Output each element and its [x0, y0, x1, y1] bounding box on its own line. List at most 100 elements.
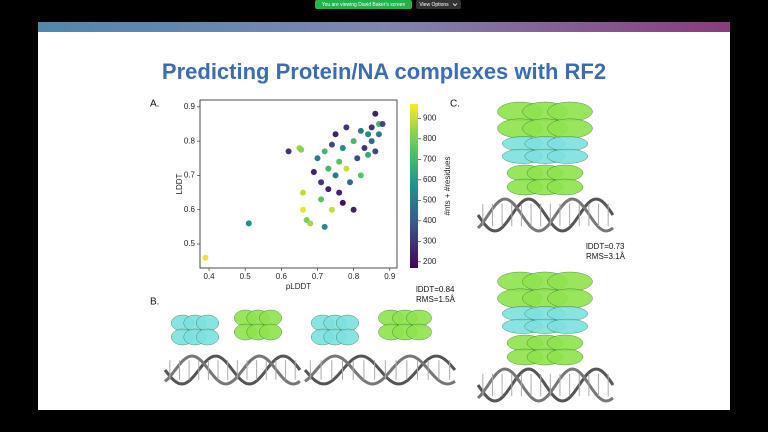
point	[325, 165, 332, 172]
colorbar-tick-label: 300	[423, 236, 437, 245]
dna-strand	[476, 367, 614, 403]
point	[361, 145, 368, 151]
x-tick-label: 0.4	[203, 272, 215, 281]
share-status	[315, 0, 412, 9]
point	[365, 151, 372, 158]
point	[375, 131, 382, 138]
protein-ribbon	[196, 328, 219, 346]
point	[300, 189, 307, 196]
point	[307, 220, 314, 227]
point	[372, 110, 379, 117]
protein-ribbon	[547, 318, 588, 334]
slide	[38, 22, 730, 410]
protein-ribbon	[547, 101, 593, 122]
x-tick-label: 0.9	[384, 272, 396, 281]
point	[372, 148, 379, 155]
lddt-note: lDDT=0.73	[586, 242, 625, 251]
dna-strand	[303, 354, 457, 386]
dna-strand	[164, 354, 301, 386]
point	[339, 145, 346, 151]
protein-ribbon	[336, 314, 359, 332]
colorbar-tick-label: 400	[423, 216, 437, 225]
colorbar-tick-label: 200	[423, 257, 437, 266]
protein-ribbon	[547, 118, 593, 139]
view-options-text[interactable]: View Options	[419, 2, 449, 8]
point	[336, 189, 343, 196]
point	[202, 254, 209, 261]
point	[332, 172, 339, 179]
point	[365, 131, 372, 138]
x-tick-label: 0.6	[276, 272, 288, 281]
slide-stripe	[38, 22, 730, 32]
colorbar	[410, 104, 418, 268]
colorbar-tick-label: 600	[423, 175, 437, 184]
protein-ribbon	[406, 309, 432, 327]
panel-label: C.	[450, 99, 460, 110]
structures	[163, 101, 615, 403]
point	[347, 179, 354, 186]
point	[368, 138, 375, 145]
point	[357, 127, 364, 134]
colorbar-tick-label: 800	[423, 134, 437, 143]
x-tick-label: 0.7	[312, 272, 324, 281]
point	[321, 148, 328, 155]
point	[328, 141, 335, 148]
point	[285, 148, 292, 155]
y-tick-label: 0.5	[184, 239, 196, 248]
x-tick-label: 0.5	[240, 272, 252, 281]
point	[314, 155, 321, 162]
colorbar-tick-label: 900	[423, 113, 437, 122]
dna-strand	[476, 197, 615, 233]
panel-label: A.	[150, 99, 159, 110]
dna-strand	[476, 367, 615, 403]
point	[298, 146, 305, 153]
protein-ribbon	[196, 314, 219, 332]
point	[343, 165, 350, 172]
rms-note: RMS=3.1Å	[586, 252, 626, 261]
protein-ribbon	[406, 323, 432, 341]
point	[318, 179, 325, 186]
protein-ribbon	[546, 164, 584, 182]
protein-ribbon	[259, 323, 282, 341]
plot-frame	[199, 99, 398, 269]
rms-note: RMS=1.5Å	[416, 295, 456, 304]
y-axis-label: LDDT	[175, 173, 184, 194]
share-status-text: You are viewing David Baker's screen	[322, 2, 406, 8]
panel-label: B.	[150, 297, 159, 308]
point	[332, 131, 339, 138]
y-tick-label: 0.9	[184, 102, 196, 111]
protein-ribbon	[547, 306, 588, 322]
point	[325, 186, 332, 193]
point	[310, 169, 317, 175]
x-tick-label: 0.8	[348, 272, 360, 281]
colorbar-label: #nts + #residues	[443, 157, 452, 216]
point	[354, 155, 361, 162]
point	[343, 124, 350, 131]
point	[357, 172, 364, 179]
point	[318, 196, 325, 203]
y-tick-label: 0.7	[184, 171, 196, 180]
dna-strand	[476, 197, 614, 233]
view-options[interactable]	[416, 0, 461, 9]
point	[328, 206, 335, 213]
lddt-note: lDDT=0.84	[416, 285, 455, 294]
x-axis-label: pLDDT	[286, 282, 311, 291]
y-tick-label: 0.6	[184, 205, 196, 214]
point	[379, 121, 386, 127]
protein-ribbon	[546, 348, 584, 366]
point	[321, 223, 328, 230]
colorbar-tick-label: 700	[423, 154, 437, 163]
point	[350, 206, 357, 213]
point	[336, 158, 343, 165]
protein-ribbon	[547, 288, 593, 309]
point	[368, 124, 375, 131]
point	[339, 199, 346, 206]
protein-ribbon	[259, 309, 282, 327]
point	[350, 138, 357, 145]
protein-ribbon	[547, 148, 588, 164]
dna-strand	[163, 354, 302, 386]
chevron[interactable]	[452, 3, 458, 7]
point	[245, 220, 252, 227]
